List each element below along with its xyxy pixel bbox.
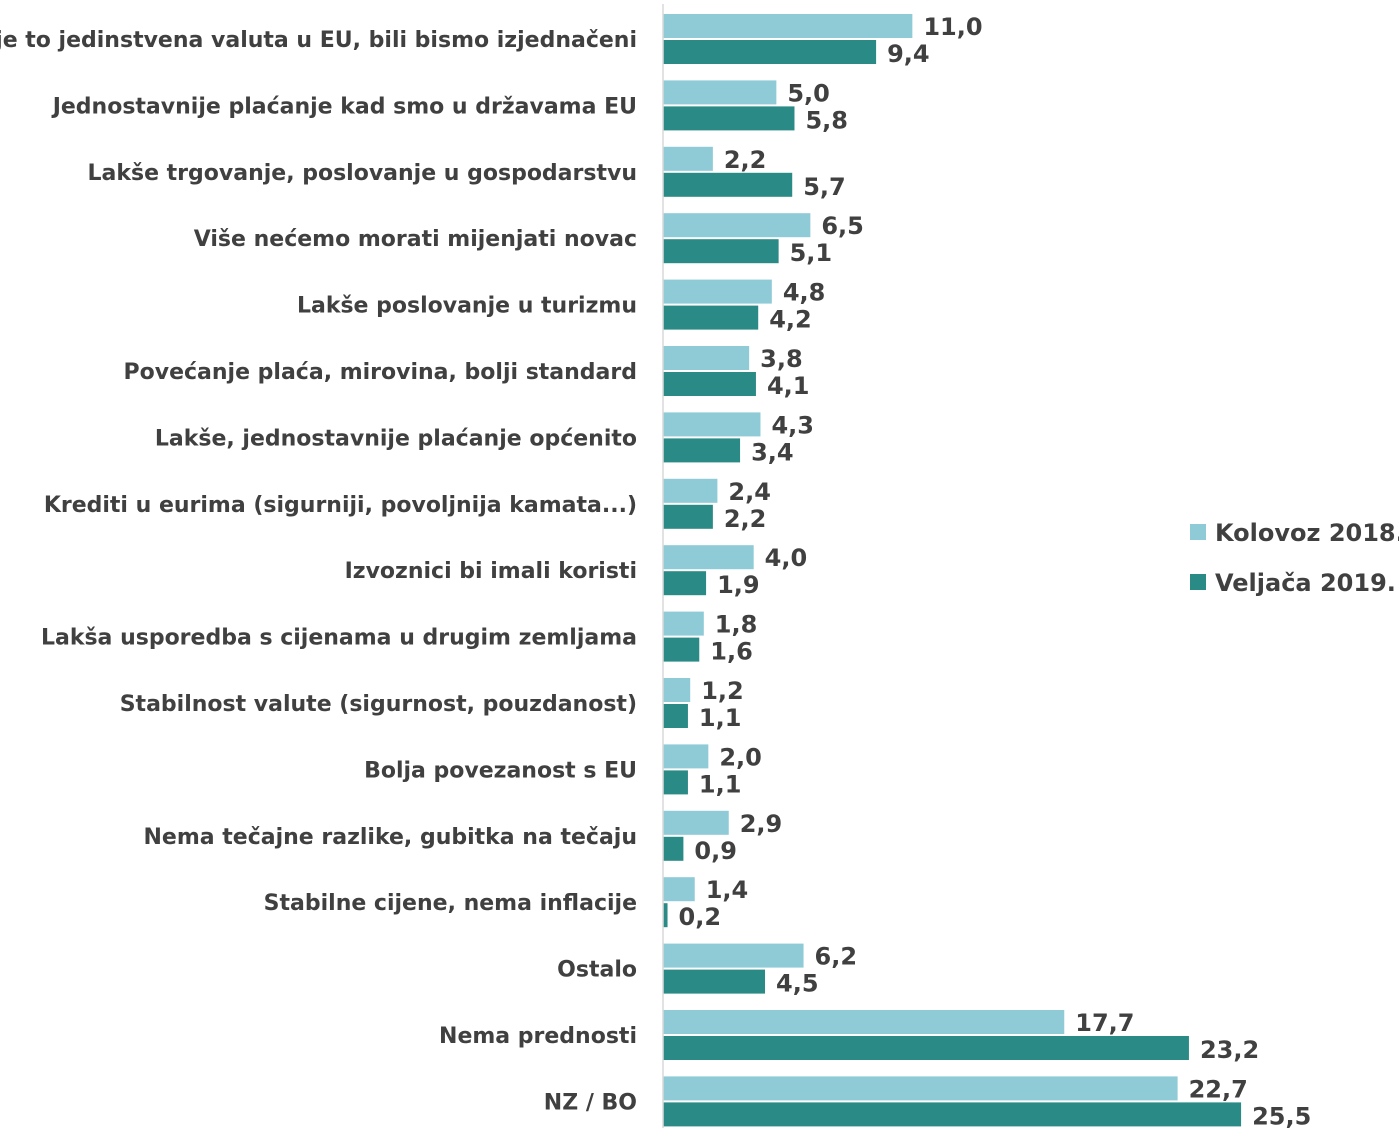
bar-value-label: 6,2 — [815, 943, 858, 971]
bar-value-label: 3,8 — [760, 345, 803, 373]
bar-veljaca-2019 — [663, 172, 793, 197]
bar-kolovoz-2018 — [663, 611, 704, 636]
bar-kolovoz-2018 — [663, 810, 729, 835]
bar-veljaca-2019 — [663, 239, 779, 264]
bar-value-label: 1,1 — [699, 770, 742, 798]
bar-value-label: 5,1 — [790, 239, 833, 267]
category-label: Nema prednosti — [439, 1024, 637, 1049]
bar-veljaca-2019 — [663, 903, 668, 928]
bar-veljaca-2019 — [663, 504, 713, 529]
bar-kolovoz-2018 — [663, 943, 804, 968]
value-labels: 11,09,4 5,05,8 2,2 5,7 6,55,1 4,84,2 3,84,1 4,3… — [679, 13, 1312, 1130]
bar-value-label: 4,2 — [769, 306, 812, 334]
category-label: Lakša usporedba s cijenama u drugim zeml… — [41, 626, 637, 651]
bar-kolovoz-2018 — [663, 346, 750, 370]
bar-value-label: 1,2 — [701, 677, 744, 705]
category-label: Stabilnost valute (sigurnost, pouzdanost… — [120, 692, 637, 717]
category-label: Nema tečajne razlike, gubitka na tečaju — [144, 825, 637, 850]
bar-veljaca-2019 — [663, 372, 756, 396]
category-label: Lakše poslovanje u turizmu — [297, 294, 637, 319]
category-label: Stabilne cijene, nema inflacije — [264, 891, 637, 916]
bar-veljaca-2019 — [663, 770, 688, 795]
bar-kolovoz-2018 — [663, 1010, 1065, 1034]
category-label: NZ / BO — [544, 1090, 637, 1115]
legend-label: Veljača 2019. — [1215, 569, 1396, 597]
bar-kolovoz-2018 — [663, 80, 777, 105]
bars-layer — [663, 14, 1242, 1127]
bar-kolovoz-2018 — [663, 412, 761, 437]
category-label: Bolja povezanost s EU — [364, 758, 637, 783]
bar-kolovoz-2018 — [663, 877, 695, 902]
bar-value-label: 4,3 — [771, 411, 814, 439]
bar-veljaca-2019 — [663, 836, 684, 861]
bar-value-label: 1,6 — [710, 638, 753, 666]
bar-veljaca-2019 — [663, 637, 700, 662]
bar-veljaca-2019 — [663, 305, 759, 330]
bar-value-label: 5,0 — [787, 79, 830, 107]
category-labels: Jer je to jedinstvena valuta u EU, bili … — [0, 28, 637, 1115]
bar-value-label: 25,5 — [1252, 1102, 1311, 1130]
bar-kolovoz-2018 — [663, 478, 718, 503]
category-label: Krediti u eurima (sigurniji, povoljnija … — [44, 493, 637, 518]
legend-swatch — [1190, 574, 1206, 590]
bar-value-label: 11,0 — [923, 13, 982, 41]
bar-value-label: 2,2 — [724, 146, 767, 174]
bar-value-label: 4,1 — [767, 372, 810, 400]
bar-value-label: 1,1 — [699, 704, 742, 732]
category-label: Lakše trgovanje, poslovanje u gospodarst… — [87, 161, 637, 186]
bar-value-label: 2,0 — [719, 743, 762, 771]
bar-veljaca-2019 — [663, 1036, 1189, 1060]
category-label: Jednostavnije plaćanje kad smo u državam… — [51, 94, 637, 119]
bar-kolovoz-2018 — [663, 678, 691, 702]
bar-value-label: 5,7 — [803, 173, 846, 201]
bar-value-label: 2,9 — [740, 810, 783, 838]
bar-value-label: 4,0 — [765, 544, 808, 572]
category-label: Izvoznici bi imali koristi — [345, 559, 637, 584]
bar-kolovoz-2018 — [663, 545, 754, 570]
bar-kolovoz-2018 — [663, 146, 713, 171]
category-label: Lakše, jednostavnije plaćanje općenito — [155, 426, 637, 451]
category-label: Ostalo — [557, 958, 637, 983]
category-label: Jer je to jedinstvena valuta u EU, bili … — [0, 28, 637, 53]
bar-value-label: 4,8 — [783, 279, 826, 307]
bar-value-label: 1,8 — [715, 611, 758, 639]
bar-kolovoz-2018 — [663, 279, 772, 304]
bar-value-label: 22,7 — [1189, 1075, 1248, 1103]
bar-veljaca-2019 — [663, 704, 688, 728]
bar-veljaca-2019 — [663, 571, 707, 596]
legend: Kolovoz 2018. Veljača 2019. — [1190, 519, 1399, 597]
bar-kolovoz-2018 — [663, 744, 709, 769]
bar-value-label: 0,9 — [694, 837, 737, 865]
bar-value-label: 9,4 — [887, 40, 930, 68]
bar-veljaca-2019 — [663, 1102, 1242, 1127]
bar-value-label: 23,2 — [1200, 1036, 1259, 1064]
bar-value-label: 1,9 — [717, 571, 760, 599]
bar-value-label: 5,8 — [805, 106, 848, 134]
bar-value-label: 1,4 — [706, 876, 749, 904]
bar-value-label: 6,5 — [821, 212, 864, 240]
bar-value-label: 4,5 — [776, 970, 819, 998]
bar-value-label: 17,7 — [1075, 1009, 1134, 1037]
bar-veljaca-2019 — [663, 969, 766, 994]
legend-label: Kolovoz 2018. — [1215, 519, 1399, 547]
bar-value-label: 2,4 — [728, 478, 771, 506]
bar-veljaca-2019 — [663, 40, 877, 64]
category-label: Povećanje plaća, mirovina, bolji standar… — [124, 360, 638, 385]
bar-veljaca-2019 — [663, 438, 741, 463]
legend-swatch — [1190, 524, 1206, 540]
bar-value-label: 2,2 — [724, 505, 767, 533]
bar-kolovoz-2018 — [663, 1076, 1178, 1101]
bar-veljaca-2019 — [663, 106, 795, 131]
bar-value-label: 0,2 — [679, 903, 722, 931]
bar-kolovoz-2018 — [663, 14, 913, 38]
bar-kolovoz-2018 — [663, 213, 811, 238]
bar-value-label: 3,4 — [751, 438, 794, 466]
category-label: Više nećemo morati mijenjati novac — [194, 227, 637, 252]
